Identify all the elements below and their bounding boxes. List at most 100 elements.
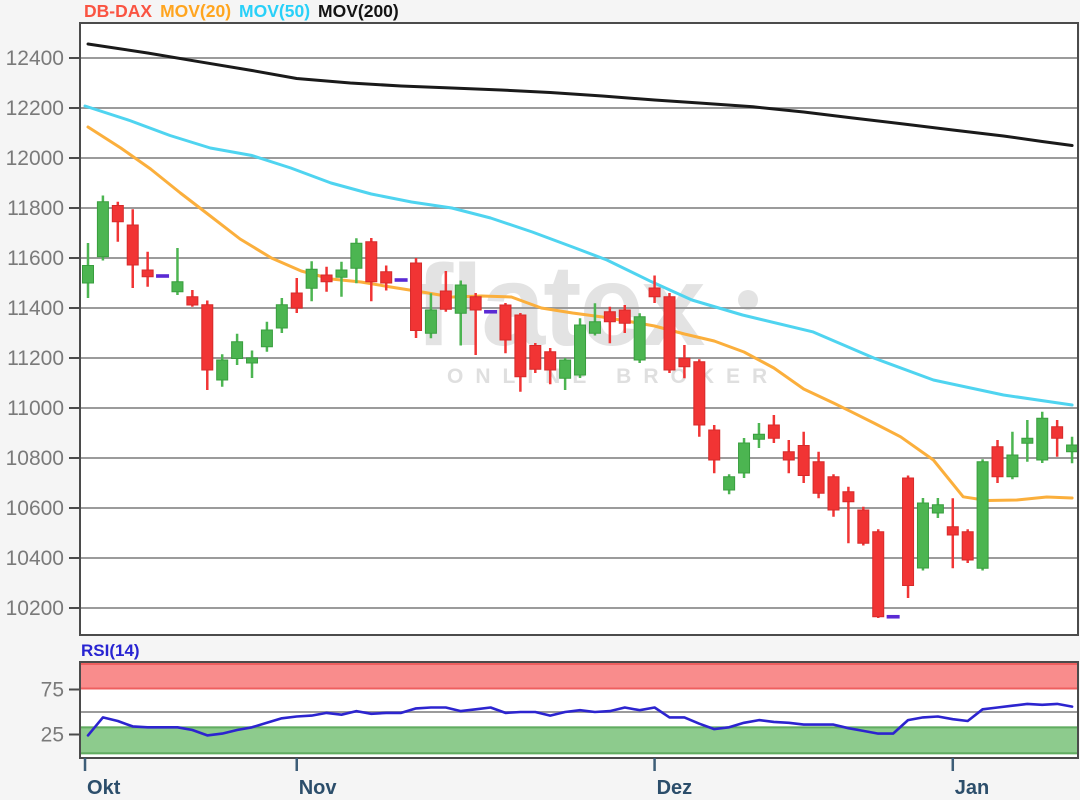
candle-down[interactable] [126, 209, 139, 288]
candle-down[interactable] [186, 290, 199, 307]
rsi-overbought-band [81, 663, 1077, 690]
candle-up[interactable] [335, 261, 348, 297]
x-axis-label: Nov [299, 777, 338, 799]
candle-down[interactable] [902, 475, 915, 599]
candle-up[interactable] [1021, 420, 1034, 462]
candle-down[interactable] [111, 201, 124, 242]
x-axis-label: Okt [87, 777, 121, 799]
legend-item-mov20: MOV(20) [160, 1, 232, 21]
candle-up[interactable] [231, 333, 244, 365]
candle-up[interactable] [574, 318, 587, 378]
candle-down[interactable] [812, 451, 825, 499]
candle-up[interactable] [350, 238, 363, 284]
candle-up[interactable] [260, 321, 273, 352]
y-axis-label: 11600 [7, 247, 64, 270]
y-axis-label: 10800 [6, 447, 64, 470]
rsi-indicator-label: RSI(14) [81, 641, 140, 660]
candle-up[interactable] [171, 248, 184, 295]
candle-down[interactable] [946, 498, 959, 569]
candle-down[interactable] [827, 474, 840, 517]
candle-up[interactable] [1036, 411, 1049, 463]
candle-down[interactable] [141, 251, 154, 287]
legend-item-db-dax: DB-DAX [84, 1, 153, 21]
candle-down[interactable] [693, 359, 706, 437]
candle-up[interactable] [738, 438, 751, 478]
mov200-line [86, 42, 1074, 147]
candle-down[interactable] [961, 529, 974, 563]
y-axis-label: 11200 [7, 347, 64, 370]
candle-down[interactable] [1051, 420, 1064, 457]
flatex-watermark-dot [738, 290, 758, 310]
rsi-oversold-band [81, 726, 1077, 755]
candle-flat[interactable] [156, 274, 170, 278]
candle-up[interactable] [96, 195, 109, 261]
candle-up[interactable] [931, 498, 944, 518]
candle-down[interactable] [857, 506, 870, 546]
mov50-line [83, 104, 1074, 407]
candle-up[interactable] [246, 350, 259, 379]
candle-up[interactable] [588, 303, 601, 336]
candle-down[interactable] [529, 343, 542, 373]
candle-flat[interactable] [484, 309, 498, 314]
candle-down[interactable] [499, 303, 512, 354]
legend-item-mov200: MOV(200) [318, 1, 399, 21]
candle-down[interactable] [708, 425, 721, 474]
candle-up[interactable] [424, 293, 437, 339]
candle-flat[interactable] [394, 278, 408, 282]
candle-up[interactable] [633, 313, 646, 363]
mov20-line [86, 125, 1074, 502]
candle-down[interactable] [767, 415, 780, 443]
candle-up[interactable] [1006, 431, 1019, 480]
candle-up[interactable] [559, 358, 572, 390]
y-axis-label: 11800 [7, 197, 64, 220]
candle-up[interactable] [275, 298, 288, 333]
candle-down[interactable] [469, 293, 482, 355]
y-axis-label: 10400 [6, 547, 64, 570]
y-axis-label: 11400 [7, 297, 64, 320]
watermark-subtitle: ONLINE BROKER [447, 365, 779, 388]
rsi-axis-label: 75 [41, 679, 64, 702]
candle-down[interactable] [603, 306, 616, 344]
candle-up[interactable] [216, 354, 229, 387]
candle-down[interactable] [663, 293, 676, 373]
y-axis-label: 11000 [7, 397, 64, 420]
candle-down[interactable] [782, 440, 795, 474]
candle-up[interactable] [82, 243, 94, 298]
candle-flat[interactable] [886, 614, 900, 619]
candle-up[interactable] [752, 423, 765, 448]
candle-up[interactable] [454, 280, 467, 346]
candle-up[interactable] [976, 459, 989, 571]
main-plot-border [79, 22, 1079, 636]
candle-down[interactable] [991, 440, 1004, 483]
candle-up[interactable] [916, 498, 929, 571]
y-axis-label: 12000 [6, 147, 64, 170]
candle-down[interactable] [290, 278, 303, 313]
candle-up[interactable] [305, 261, 318, 302]
candle-down[interactable] [201, 300, 214, 391]
candle-down[interactable] [618, 305, 631, 333]
candle-down[interactable] [544, 348, 557, 385]
candle-down[interactable] [872, 529, 885, 618]
candle-up[interactable] [723, 474, 736, 495]
candle-down[interactable] [842, 486, 855, 544]
legend-item-mov50: MOV(50) [239, 1, 311, 21]
chart-legend: DB-DAX MOV(20) MOV(50) MOV(200) [84, 1, 407, 22]
x-axis-label: Dez [657, 777, 693, 799]
rsi-plot-border [79, 661, 1079, 759]
rsi-axis-label: 25 [41, 724, 64, 747]
x-axis-label: Jan [955, 777, 989, 799]
candle-down[interactable] [410, 258, 423, 338]
y-axis-label: 10600 [6, 497, 64, 520]
candle-down[interactable] [380, 265, 393, 291]
candle-down[interactable] [797, 431, 810, 483]
y-axis-label: 10200 [6, 597, 64, 620]
candle-down[interactable] [365, 238, 378, 302]
candle-down[interactable] [648, 275, 661, 304]
y-axis-label: 12400 [6, 47, 64, 70]
candle-down[interactable] [514, 313, 527, 392]
candle-down[interactable] [439, 271, 452, 312]
candle-down[interactable] [320, 266, 333, 292]
candle-down[interactable] [678, 345, 691, 379]
